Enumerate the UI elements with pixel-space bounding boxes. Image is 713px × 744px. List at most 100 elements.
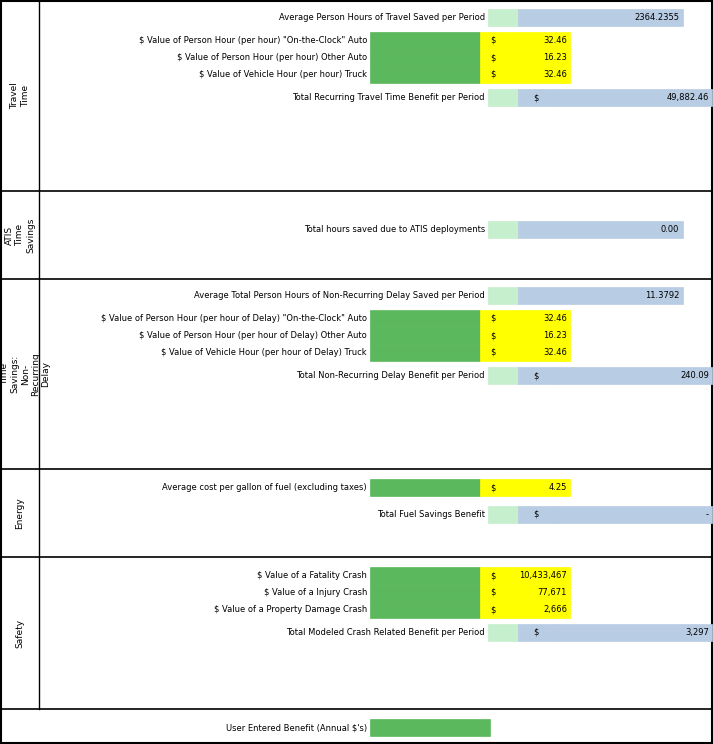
Bar	[553, 624, 712, 641]
Text: Travel
Time: Travel Time	[10, 83, 30, 109]
Text: 77,671: 77,671	[538, 588, 567, 597]
Bar	[505, 310, 570, 327]
Bar	[488, 287, 518, 304]
Bar	[488, 624, 518, 641]
Text: $ Value of Person Hour (per hour) Other Auto: $ Value of Person Hour (per hour) Other …	[177, 53, 367, 62]
Text: Total hours saved due to ATIS deployments: Total hours saved due to ATIS deployment…	[304, 225, 485, 234]
Text: $: $	[490, 571, 496, 580]
Text: ATIS
Time
Savings: ATIS Time Savings	[5, 217, 35, 253]
Text: 32.46: 32.46	[543, 70, 567, 79]
Text: 240.09: 240.09	[680, 371, 709, 380]
Text: $ Value of Person Hour (per hour) "On-the-Clock" Auto: $ Value of Person Hour (per hour) "On-th…	[138, 36, 367, 45]
Text: 4.25: 4.25	[548, 483, 567, 492]
Bar	[505, 327, 570, 344]
Text: User Entered Benefit (Annual $'s): User Entered Benefit (Annual $'s)	[226, 723, 367, 732]
Text: $: $	[490, 36, 496, 45]
Text: Energy: Energy	[16, 497, 24, 529]
Bar	[370, 601, 480, 618]
Bar	[505, 584, 570, 601]
Text: 16.23: 16.23	[543, 331, 567, 340]
Text: 16.23: 16.23	[543, 53, 567, 62]
Bar	[553, 367, 712, 384]
Bar	[370, 32, 480, 49]
Text: Average Total Person Hours of Non-Recurring Delay Saved per Period: Average Total Person Hours of Non-Recurr…	[194, 291, 485, 300]
Text: -: -	[706, 510, 709, 519]
Bar	[488, 89, 518, 106]
Bar	[518, 89, 553, 106]
Text: Total Modeled Crash Related Benefit per Period: Total Modeled Crash Related Benefit per …	[287, 628, 485, 637]
Bar	[518, 9, 683, 26]
Text: Average Person Hours of Travel Saved per Period: Average Person Hours of Travel Saved per…	[279, 13, 485, 22]
Bar	[505, 66, 570, 83]
Bar	[553, 506, 712, 523]
Bar	[505, 601, 570, 618]
Bar	[488, 506, 518, 523]
Bar	[480, 327, 505, 344]
Text: Total Non-Recurring Delay Benefit per Period: Total Non-Recurring Delay Benefit per Pe…	[297, 371, 485, 380]
Bar	[488, 9, 518, 26]
Bar	[505, 567, 570, 584]
Text: $: $	[490, 483, 496, 492]
Text: $: $	[533, 371, 538, 380]
Bar	[370, 584, 480, 601]
Bar	[518, 221, 683, 238]
Text: Total Recurring Travel Time Benefit per Period: Total Recurring Travel Time Benefit per …	[292, 93, 485, 102]
Bar	[370, 479, 480, 496]
Bar	[370, 327, 480, 344]
Bar	[488, 221, 518, 238]
Bar	[480, 584, 505, 601]
Bar	[505, 479, 570, 496]
Text: $: $	[533, 628, 538, 637]
Text: $ Value of Vehicle Hour (per hour of Delay) Truck: $ Value of Vehicle Hour (per hour of Del…	[161, 348, 367, 357]
Bar	[518, 367, 553, 384]
Bar	[480, 310, 505, 327]
Text: 10,433,467: 10,433,467	[519, 571, 567, 580]
Bar	[518, 287, 683, 304]
Text: 2364.2355: 2364.2355	[634, 13, 679, 22]
Bar	[370, 344, 480, 361]
Bar	[370, 49, 480, 66]
Bar	[370, 310, 480, 327]
Bar	[370, 567, 480, 584]
Text: 32.46: 32.46	[543, 36, 567, 45]
Bar	[480, 479, 505, 496]
Bar	[480, 567, 505, 584]
Text: 2,666: 2,666	[543, 605, 567, 614]
Text: 32.46: 32.46	[543, 314, 567, 323]
Bar	[480, 49, 505, 66]
Text: Average cost per gallon of fuel (excluding taxes): Average cost per gallon of fuel (excludi…	[163, 483, 367, 492]
Text: $: $	[490, 348, 496, 357]
Bar	[505, 344, 570, 361]
Text: Total Fuel Savings Benefit: Total Fuel Savings Benefit	[377, 510, 485, 519]
Bar	[488, 367, 518, 384]
Text: $: $	[490, 53, 496, 62]
Text: 32.46: 32.46	[543, 348, 567, 357]
Text: $: $	[490, 70, 496, 79]
Text: $: $	[490, 314, 496, 323]
Text: $: $	[490, 605, 496, 614]
Text: $ Value of Person Hour (per hour of Delay) Other Auto: $ Value of Person Hour (per hour of Dela…	[139, 331, 367, 340]
Text: 11.3792: 11.3792	[645, 291, 679, 300]
Bar	[518, 624, 553, 641]
Bar	[480, 601, 505, 618]
Text: $ Value of Vehicle Hour (per hour) Truck: $ Value of Vehicle Hour (per hour) Truck	[199, 70, 367, 79]
Bar	[505, 49, 570, 66]
Bar	[553, 89, 712, 106]
Text: $ Value of a Injury Crash: $ Value of a Injury Crash	[264, 588, 367, 597]
Bar	[370, 66, 480, 83]
Text: Travel
Time
Savings:
Non-
Recurring
Delay: Travel Time Savings: Non- Recurring Dela…	[0, 352, 51, 396]
Text: $ Value of Person Hour (per hour of Delay) "On-the-Clock" Auto: $ Value of Person Hour (per hour of Dela…	[101, 314, 367, 323]
Text: $: $	[490, 588, 496, 597]
Bar	[480, 344, 505, 361]
Bar	[505, 32, 570, 49]
Bar	[518, 506, 553, 523]
Bar	[480, 32, 505, 49]
Text: 49,882.46: 49,882.46	[667, 93, 709, 102]
Text: 0.00: 0.00	[661, 225, 679, 234]
Text: 3,297: 3,297	[685, 628, 709, 637]
Text: Safety: Safety	[16, 618, 24, 647]
Text: $: $	[533, 93, 538, 102]
Text: $: $	[533, 510, 538, 519]
Text: $ Value of a Property Damage Crash: $ Value of a Property Damage Crash	[214, 605, 367, 614]
Text: $: $	[490, 331, 496, 340]
